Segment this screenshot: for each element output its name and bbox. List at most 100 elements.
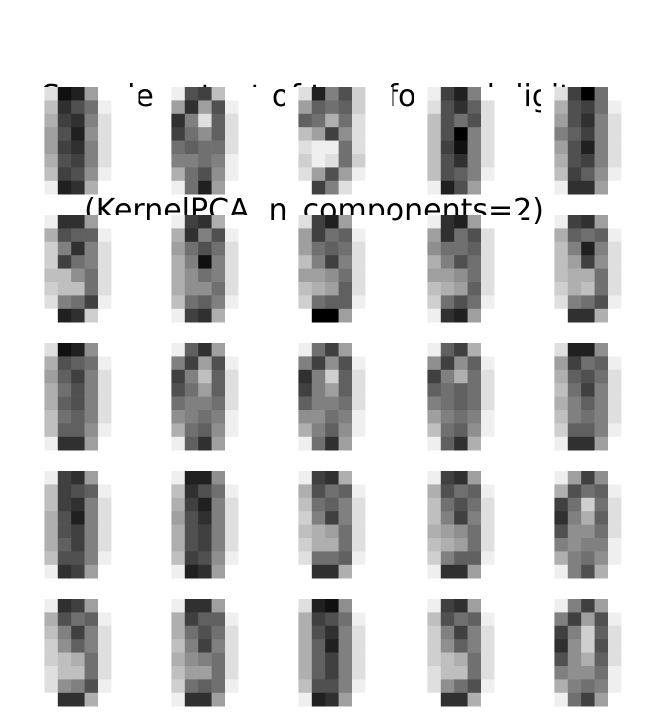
pixel-cell bbox=[98, 268, 112, 283]
pixel-cell bbox=[481, 255, 495, 269]
pixel-cell bbox=[581, 524, 595, 539]
pixel-cell bbox=[608, 599, 622, 613]
pixel-cell bbox=[481, 511, 495, 525]
pixel-cell bbox=[225, 282, 239, 296]
pixel-cell bbox=[494, 497, 509, 512]
pixel-cell bbox=[198, 524, 212, 539]
pixel-cell bbox=[238, 228, 253, 243]
pixel-cell bbox=[158, 410, 172, 424]
pixel-cell bbox=[414, 639, 428, 653]
pixel-cell bbox=[378, 356, 393, 371]
pixel-cell bbox=[251, 625, 266, 640]
pixel-cell bbox=[158, 666, 172, 680]
pixel-cell bbox=[608, 679, 622, 694]
pixel-cell bbox=[634, 436, 648, 451]
pixel-cell bbox=[567, 154, 582, 168]
pixel-cell bbox=[481, 679, 495, 694]
pixel-cell bbox=[251, 666, 266, 680]
pixel-cell bbox=[467, 100, 482, 115]
pixel-cell bbox=[581, 484, 595, 499]
pixel-cell bbox=[57, 652, 72, 667]
pixel-cell bbox=[454, 255, 468, 269]
pixel-cell bbox=[378, 140, 393, 155]
pixel-cell bbox=[467, 524, 482, 539]
pixel-cell bbox=[338, 308, 353, 323]
pixel-cell bbox=[338, 497, 353, 512]
pixel-cell bbox=[507, 356, 522, 371]
pixel-cell bbox=[581, 268, 595, 283]
pixel-cell bbox=[634, 484, 648, 499]
pixel-cell bbox=[285, 625, 299, 640]
pixel-cell bbox=[581, 551, 595, 566]
pixel-cell bbox=[634, 215, 648, 229]
pixel-cell bbox=[57, 356, 72, 371]
pixel-cell bbox=[111, 268, 126, 283]
pixel-cell bbox=[238, 639, 253, 653]
pixel-cell bbox=[440, 551, 455, 566]
pixel-cell bbox=[98, 396, 112, 411]
pixel-cell bbox=[311, 383, 326, 397]
pixel-cell bbox=[98, 154, 112, 168]
pixel-cell bbox=[440, 564, 455, 579]
pixel-cell bbox=[98, 228, 112, 243]
pixel-cell bbox=[567, 652, 582, 667]
pixel-cell bbox=[57, 666, 72, 680]
pixel-cell bbox=[111, 113, 126, 128]
pixel-cell bbox=[184, 87, 199, 101]
pixel-cell bbox=[238, 282, 253, 296]
pixel-cell bbox=[285, 538, 299, 552]
pixel-cell bbox=[440, 154, 455, 168]
pixel-cell bbox=[171, 228, 186, 243]
pixel-cell bbox=[111, 679, 126, 694]
pixel-cell bbox=[57, 215, 72, 229]
pixel-cell bbox=[414, 295, 428, 310]
pixel-cell bbox=[440, 215, 455, 229]
pixel-cell bbox=[594, 154, 609, 168]
pixel-cell bbox=[365, 471, 380, 485]
pixel-cell bbox=[298, 127, 313, 141]
pixel-cell bbox=[84, 423, 99, 438]
pixel-cell bbox=[541, 471, 555, 485]
pixel-cell bbox=[581, 255, 595, 269]
pixel-cell bbox=[158, 564, 172, 579]
pixel-cell bbox=[414, 167, 428, 182]
pixel-cell bbox=[608, 268, 622, 283]
pixel-cell bbox=[57, 625, 72, 640]
pixel-cell bbox=[44, 410, 59, 424]
pixel-cell bbox=[634, 423, 648, 438]
pixel-cell bbox=[211, 599, 226, 613]
pixel-cell bbox=[57, 308, 72, 323]
pixel-cell bbox=[311, 343, 326, 357]
pixel-cell bbox=[171, 127, 186, 141]
pixel-cell bbox=[338, 356, 353, 371]
pixel-cell bbox=[285, 511, 299, 525]
pixel-cell bbox=[427, 100, 442, 115]
pixel-cell bbox=[507, 538, 522, 552]
pixel-cell bbox=[31, 612, 45, 627]
pixel-cell bbox=[98, 356, 112, 371]
pixel-cell bbox=[541, 692, 555, 707]
pixel-cell bbox=[111, 625, 126, 640]
pixel-cell bbox=[225, 639, 239, 653]
pixel-cell bbox=[581, 356, 595, 371]
pixel-cell bbox=[325, 215, 339, 229]
pixel-cell bbox=[298, 215, 313, 229]
pixel-cell bbox=[507, 113, 522, 128]
pixel-cell bbox=[285, 484, 299, 499]
pixel-cell bbox=[71, 100, 85, 115]
pixel-cell bbox=[554, 228, 569, 243]
pixel-cell bbox=[71, 255, 85, 269]
pixel-cell bbox=[427, 87, 442, 101]
pixel-cell bbox=[184, 692, 199, 707]
pixel-cell bbox=[298, 241, 313, 256]
pixel-cell bbox=[507, 87, 522, 101]
pixel-cell bbox=[98, 113, 112, 128]
pixel-cell bbox=[44, 666, 59, 680]
pixel-cell bbox=[427, 140, 442, 155]
pixel-cell bbox=[31, 308, 45, 323]
pixel-cell bbox=[225, 343, 239, 357]
pixel-cell bbox=[171, 308, 186, 323]
pixel-cell bbox=[494, 551, 509, 566]
pixel-cell bbox=[352, 484, 366, 499]
pixel-cell bbox=[554, 538, 569, 552]
